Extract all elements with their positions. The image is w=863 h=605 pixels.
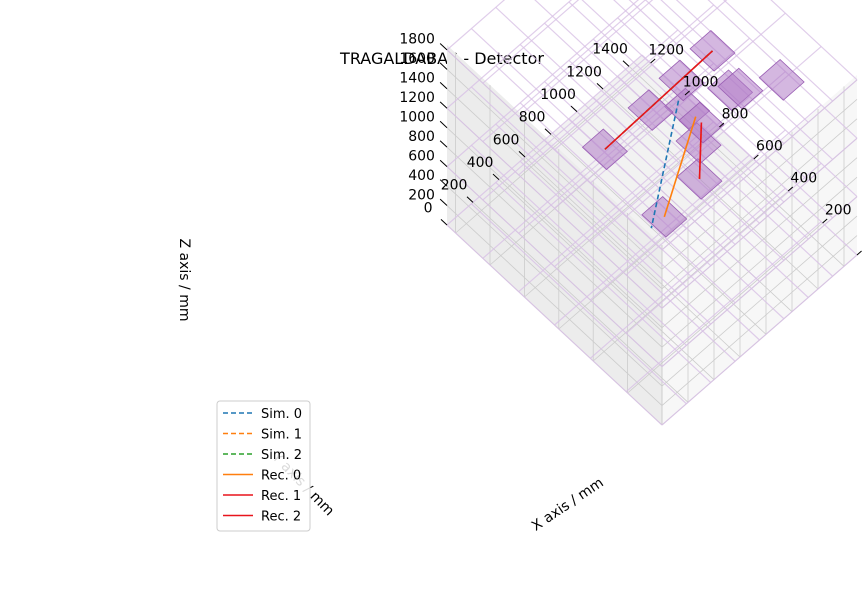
y-tick-mark xyxy=(650,58,656,64)
grid-line xyxy=(446,127,663,328)
track-rec-0 xyxy=(663,116,697,218)
y-tick-mark xyxy=(787,186,794,192)
z-tick-mark xyxy=(439,159,448,167)
axis-ticks: 0200400600800100012001400020040060080010… xyxy=(399,32,862,256)
x-tick-mark xyxy=(518,151,526,158)
z-tick-mark xyxy=(439,82,448,90)
y-tick-label: 1000 xyxy=(683,74,719,90)
z-axis-label: Z axis / mm xyxy=(176,239,192,322)
hit-pads xyxy=(581,30,805,238)
grid-line xyxy=(661,176,858,348)
track-rec-2 xyxy=(604,50,714,150)
x-axis-label: X axis / mm xyxy=(529,475,607,535)
x-tick-mark xyxy=(492,173,500,181)
legend-label: Sim. 0 xyxy=(261,407,302,422)
y-tick-mark xyxy=(684,90,690,96)
x-tick-label: 0 xyxy=(424,200,433,216)
hit-pad xyxy=(689,30,736,72)
x-tick-label: 200 xyxy=(441,178,468,194)
x-tick-label: 600 xyxy=(493,132,520,148)
x-tick-label: 400 xyxy=(467,155,494,171)
x-tick-mark xyxy=(596,83,604,90)
grid-line xyxy=(446,88,663,290)
x-tick-mark xyxy=(570,105,578,113)
z-tick-label: 1000 xyxy=(399,110,435,126)
y-tick-label: 600 xyxy=(756,138,783,154)
z-tick-mark xyxy=(439,140,448,148)
grid-line xyxy=(446,146,663,348)
y-wall-pane xyxy=(447,45,662,425)
y-tick-mark xyxy=(856,250,862,256)
z-tick-mark xyxy=(439,62,448,70)
legend-label: Rec. 1 xyxy=(261,489,301,504)
z-tick-label: 600 xyxy=(408,148,435,164)
x-wall-pane xyxy=(662,75,857,425)
grid-line xyxy=(661,215,858,387)
grid-line xyxy=(446,205,663,406)
x-tick-mark xyxy=(466,196,474,203)
x-tick-mark xyxy=(544,128,552,135)
x-tick-label: 1200 xyxy=(566,64,602,80)
z-tick-label: 200 xyxy=(408,187,435,203)
plane-cell-line xyxy=(446,0,506,51)
hit-pad xyxy=(658,59,705,102)
z-tick-mark xyxy=(439,179,448,187)
z-tick-mark xyxy=(439,120,448,129)
hit-pad xyxy=(627,89,674,131)
y-tick-mark xyxy=(719,122,725,128)
plane-cell-line xyxy=(661,196,858,368)
x-tick-label: 800 xyxy=(519,110,546,126)
y-tick-label: 400 xyxy=(790,170,817,186)
legend-label: Sim. 1 xyxy=(261,428,302,443)
grid-line xyxy=(446,185,663,387)
y-tick-label: 200 xyxy=(825,202,852,218)
plane-cell-line xyxy=(661,79,858,251)
legend-label: Rec. 2 xyxy=(261,510,301,525)
plane-cell-line xyxy=(707,0,858,139)
y-tick-label: 800 xyxy=(722,106,749,122)
y-tick-label: 1200 xyxy=(648,42,684,58)
z-tick-label: 1800 xyxy=(399,32,435,48)
z-tick-mark xyxy=(439,101,448,109)
plane-cell-line xyxy=(482,0,580,84)
z-tick-label: 1400 xyxy=(399,71,435,87)
z-tick-label: 1200 xyxy=(399,90,435,106)
grid-line xyxy=(661,235,858,406)
legend-label: Rec. 0 xyxy=(261,469,301,484)
grid-line xyxy=(661,99,858,270)
y-tick-mark xyxy=(822,218,828,224)
plane-cell-line xyxy=(661,137,858,309)
track-lines xyxy=(604,50,714,229)
y-tick-mark xyxy=(753,154,759,160)
grid-line xyxy=(446,69,663,270)
x-tick-mark xyxy=(440,219,448,226)
grid-line xyxy=(661,118,858,290)
x-tick-label: 1000 xyxy=(540,87,576,103)
z-tick-label: 1600 xyxy=(399,51,435,67)
legend: Sim. 0 Sim. 1 Sim. 2 Rec. 0 Rec. 1 Rec. 2 xyxy=(216,400,311,532)
hit-pad xyxy=(717,67,764,110)
z-tick-label: 800 xyxy=(408,129,435,145)
track-rec-1 xyxy=(698,122,703,179)
track-sim-0 xyxy=(650,100,680,229)
z-tick-label: 400 xyxy=(408,168,435,184)
hit-pad xyxy=(581,128,628,171)
x-tick-label: 1400 xyxy=(592,42,628,58)
hit-pad xyxy=(758,59,805,101)
x-tick-mark xyxy=(622,60,630,67)
legend-label: Sim. 2 xyxy=(261,448,302,463)
z-tick-mark xyxy=(439,198,448,206)
chart-title: TRAGALDABAS - Detector xyxy=(339,49,544,68)
plane-cell-line xyxy=(554,0,728,151)
z-tick-mark xyxy=(439,43,448,51)
plane-cell-line xyxy=(518,0,654,117)
plane-cell-line xyxy=(661,254,858,426)
grid-line xyxy=(661,157,858,329)
